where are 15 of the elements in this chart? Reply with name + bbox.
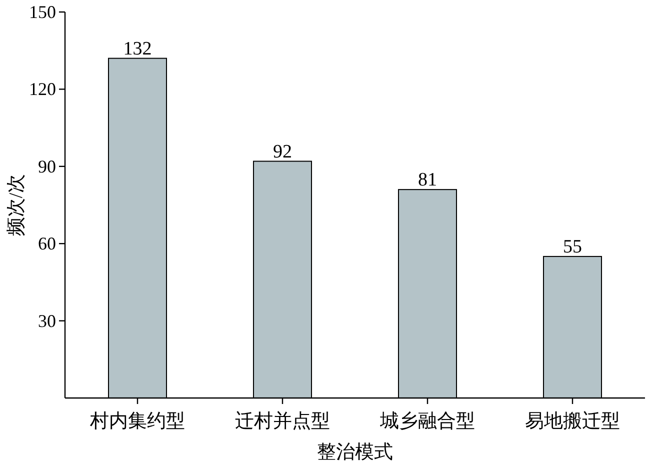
data-label: 132	[123, 38, 152, 60]
y-tick-label: 150	[29, 2, 56, 22]
x-tick-label: 村内集约型	[89, 411, 185, 432]
y-tick-label: 90	[38, 156, 56, 176]
x-axis-title: 整治模式	[317, 442, 393, 463]
y-axis-title: 频次/次	[6, 174, 27, 236]
y-tick-label: 120	[29, 79, 56, 100]
data-label: 92	[273, 141, 292, 162]
x-tick-label: 迁村并点型	[235, 410, 330, 432]
x-tick-label: 易地搬迁型	[525, 410, 620, 432]
x-tick-label: 城乡融合型	[379, 411, 475, 432]
y-tick-label: 60	[38, 234, 56, 254]
y-tick-label: 30	[38, 310, 56, 331]
data-label: 55	[563, 236, 582, 258]
data-label: 81	[418, 170, 437, 191]
